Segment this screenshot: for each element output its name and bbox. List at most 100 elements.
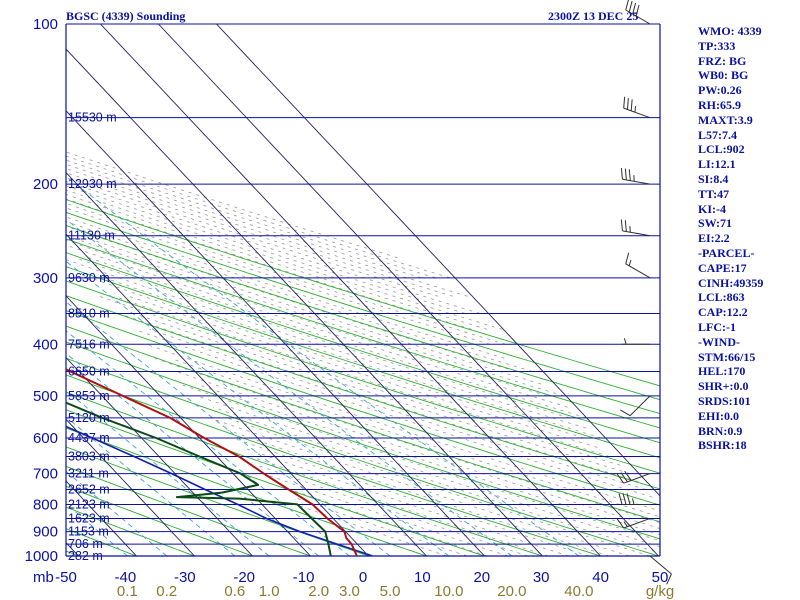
height-label: 6650 m xyxy=(68,365,110,379)
index-line: -WIND- xyxy=(698,334,740,349)
index-line: LCL:863 xyxy=(698,290,745,305)
temperature-tick-label: -30 xyxy=(174,569,196,586)
index-line: FRZ: BG xyxy=(698,53,747,68)
index-line: STM:66/15 xyxy=(698,349,756,364)
index-line: CAPE:17 xyxy=(698,260,747,275)
temperature-tick-label: 10 xyxy=(414,569,431,586)
height-label: 2652 m xyxy=(68,483,110,497)
isotherm xyxy=(66,110,485,556)
mixing-ratio-label: 2.0 xyxy=(308,583,329,600)
isotherm xyxy=(158,24,659,556)
hatch-line xyxy=(66,221,533,372)
isotherm xyxy=(66,356,253,556)
hatch-line xyxy=(66,189,503,330)
height-label: 2123 m xyxy=(68,497,110,511)
parcel-trace xyxy=(66,425,373,556)
hatch-line xyxy=(104,277,602,439)
pressure-tick-label: 600 xyxy=(33,430,58,447)
hatch-line xyxy=(66,207,490,345)
mixing-ratio-label: 10.0 xyxy=(434,583,463,600)
mixing-ratio-label: 0.1 xyxy=(117,583,138,600)
height-label: 4437 m xyxy=(68,431,110,445)
hatch-line xyxy=(66,259,587,429)
pressure-tick-label: 300 xyxy=(33,270,58,287)
mixing-ratio-label: 0.6 xyxy=(224,583,245,600)
hatch-line xyxy=(118,313,639,483)
index-line: TP:333 xyxy=(698,38,736,53)
hatch-line xyxy=(66,185,465,314)
hatch-line xyxy=(66,151,398,259)
mixing-ratio-line xyxy=(66,301,391,556)
wind-barb xyxy=(649,555,672,585)
hatch-line xyxy=(66,180,480,314)
isotherm xyxy=(216,24,660,497)
wind-barb xyxy=(616,470,651,484)
index-line: EI:2.2 xyxy=(698,231,730,246)
height-label: 706 m xyxy=(68,537,103,551)
pressure-tick-label: 100 xyxy=(33,16,58,33)
temperature-tick-label: 30 xyxy=(533,569,550,586)
hatch-line xyxy=(226,417,650,556)
hatch-line xyxy=(232,437,590,556)
hatch-line xyxy=(179,383,660,542)
temperature-tick-label: -20 xyxy=(233,569,255,586)
hatch-line xyxy=(196,383,660,536)
dewpoint-trace xyxy=(66,401,332,556)
temperature-tick-label: 0 xyxy=(359,569,367,586)
mixing-ratio-label: 1.0 xyxy=(259,583,280,600)
height-label: 5853 m xyxy=(68,389,110,403)
isotherm xyxy=(66,418,195,556)
hatch-line xyxy=(197,395,660,548)
chart-title: BGSC (4339) Sounding xyxy=(66,9,186,23)
index-line: SI:8.4 xyxy=(698,171,729,186)
height-label: 9630 m xyxy=(68,271,110,285)
mixing-ratio-unit-label: g/kg xyxy=(646,583,674,600)
height-label: 1153 m xyxy=(68,525,109,539)
temperature-tick-label: -10 xyxy=(293,569,315,586)
wind-barb xyxy=(620,219,651,237)
index-line: LCL:902 xyxy=(698,142,745,157)
index-line: -PARCEL- xyxy=(698,245,755,260)
wind-barb xyxy=(625,0,651,25)
hatch-line xyxy=(66,239,548,397)
hatch-line xyxy=(257,464,529,556)
dry-adiabat xyxy=(66,427,427,556)
chart-time: 2300Z 13 DEC 25 xyxy=(548,9,639,23)
index-line: CINH:49359 xyxy=(698,275,764,290)
index-line: LFC:-1 xyxy=(698,319,736,334)
dry-adiabat xyxy=(0,24,21,556)
isotherm xyxy=(100,24,601,556)
height-label: 282 m xyxy=(68,549,103,563)
index-line: SHR+:0.0 xyxy=(698,379,749,394)
index-line: WB0: BG xyxy=(698,68,749,83)
index-line: HEL:170 xyxy=(698,364,746,379)
mixing-ratio-label: 40.0 xyxy=(564,583,593,600)
hatch-line xyxy=(221,427,610,556)
hatch-line xyxy=(66,159,436,279)
index-line: LI:12.1 xyxy=(698,157,736,172)
index-line: BSHR:18 xyxy=(698,438,747,453)
wind-barb xyxy=(616,517,651,529)
wind-barb xyxy=(622,338,650,345)
hatch-line xyxy=(66,198,472,330)
hatch-line xyxy=(154,357,660,524)
hatch-line xyxy=(66,244,568,408)
index-line: KI:-4 xyxy=(698,201,726,216)
wind-barb xyxy=(625,252,651,279)
wind-barb-layer xyxy=(616,0,672,585)
hatch-line xyxy=(212,406,660,554)
pressure-unit-label: mb xyxy=(33,569,54,586)
index-line: L57:7.4 xyxy=(698,127,737,142)
hatch-line xyxy=(295,504,447,556)
index-line: CAP:12.2 xyxy=(698,305,748,320)
hatch-line xyxy=(88,257,587,419)
pressure-tick-label: 800 xyxy=(33,496,58,513)
hatch-line xyxy=(209,417,630,556)
pressure-tick-label: 700 xyxy=(33,466,58,483)
index-line: WMO: 4339 xyxy=(698,24,762,38)
mixing-ratio-label: 0.2 xyxy=(156,583,177,600)
hatch-line xyxy=(250,456,549,556)
height-label: 5120 m xyxy=(68,411,110,425)
